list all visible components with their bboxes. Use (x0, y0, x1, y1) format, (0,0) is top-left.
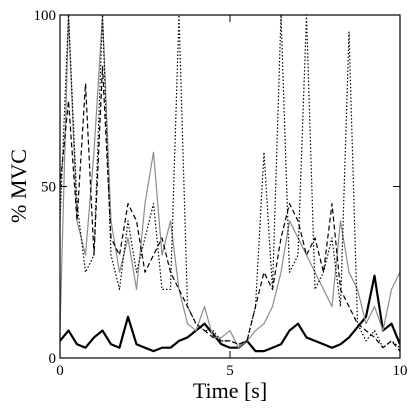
x-tick-label: 5 (226, 363, 234, 379)
y-axis-label: % MVC (6, 149, 31, 223)
series-line (60, 15, 400, 349)
x-tick-label: 0 (56, 363, 64, 379)
y-tick-label: 100 (34, 8, 57, 24)
plot-area (60, 15, 400, 353)
y-tick-label: 0 (49, 351, 57, 367)
series-line (60, 274, 400, 353)
x-axis-label: Time [s] (193, 378, 267, 403)
series-line (60, 15, 400, 349)
y-tick-label: 50 (41, 180, 56, 196)
x-tick-label: 10 (393, 363, 408, 379)
series-line (60, 65, 400, 352)
